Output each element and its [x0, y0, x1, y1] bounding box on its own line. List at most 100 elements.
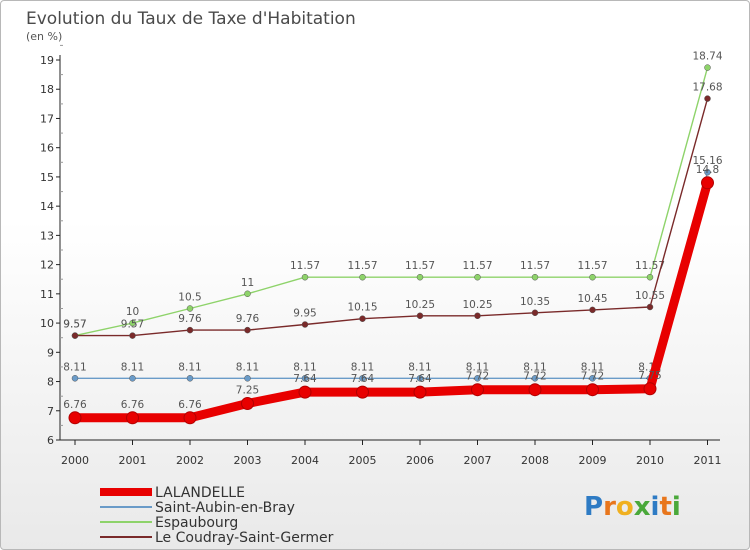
data-point	[474, 375, 481, 382]
data-label: 11.57	[405, 260, 435, 272]
legend-label-espaubourg: Espaubourg	[155, 515, 238, 531]
y-tick-label: 12	[40, 259, 54, 272]
x-tick-label: 2001	[119, 454, 147, 467]
data-point	[528, 383, 542, 397]
data-point	[301, 273, 309, 281]
legend-label-saint-aubin-en-bray: Saint-Aubin-en-Bray	[155, 500, 295, 516]
y-tick-label: 16	[40, 142, 54, 155]
y-tick-label: 10	[40, 317, 54, 330]
data-label: 17.68	[692, 82, 722, 94]
data-label: 8.11	[466, 361, 489, 373]
data-point	[413, 385, 427, 399]
data-label: 6.76	[178, 399, 202, 411]
data-label: 15.16	[692, 155, 722, 167]
data-point	[71, 375, 79, 382]
data-point	[129, 375, 136, 382]
data-label: 10.55	[635, 290, 665, 302]
data-label: 8.11	[121, 361, 144, 373]
data-label: 10	[126, 306, 139, 318]
data-point	[244, 375, 251, 382]
chart-subtitle: (en %)	[26, 30, 62, 43]
data-label: 8.11	[178, 361, 201, 373]
data-label: 7.72	[581, 371, 604, 383]
data-point	[356, 385, 369, 399]
data-label: 7.64	[408, 373, 432, 385]
data-label: 9.57	[121, 319, 144, 331]
series-line-saint-aubin-en-bray	[74, 171, 709, 379]
data-label: 7.64	[293, 373, 317, 385]
x-tick-label: 2002	[176, 454, 204, 467]
data-point	[701, 176, 714, 190]
data-point	[301, 321, 309, 328]
proxiti-logo: Proxiti	[584, 492, 681, 522]
y-tick-label: 17	[40, 112, 54, 125]
data-label: 11.57	[635, 260, 665, 272]
data-label: 11.57	[577, 260, 607, 272]
data-label: 7.72	[523, 371, 546, 383]
series-line-espaubourg	[74, 66, 709, 337]
data-point	[359, 273, 366, 281]
data-point	[474, 273, 481, 281]
x-tick-label: 2010	[636, 454, 664, 467]
x-tick-label: 2000	[61, 454, 89, 467]
data-point	[471, 383, 484, 397]
data-point	[589, 306, 596, 314]
data-point	[359, 315, 366, 322]
x-tick-label: 2006	[406, 454, 434, 467]
data-label: 6.76	[63, 399, 87, 411]
y-tick-label: 8	[47, 376, 54, 389]
x-tick-label: 2004	[291, 454, 319, 467]
data-point	[474, 312, 481, 320]
chart-title: Evolution du Taux de Taxe d'Habitation	[26, 9, 356, 29]
data-label: 9.95	[293, 308, 316, 320]
svg-text:Proxiti: Proxiti	[584, 492, 681, 522]
data-label: 6.76	[121, 399, 145, 411]
data-point	[643, 382, 657, 396]
y-tick-label: 19	[40, 54, 54, 67]
data-point	[241, 397, 254, 410]
data-label: 10.25	[405, 299, 435, 311]
data-point	[129, 332, 136, 339]
data-label: 9.57	[63, 319, 86, 331]
series-line-le-coudray-saint-germer	[74, 97, 709, 337]
data-point	[68, 411, 82, 425]
series-group: 8.11 8.11 8.11 8.11 8.11 8.11 8.11 8.11 8.11 8.11…	[63, 51, 723, 425]
data-label: 10.15	[347, 302, 377, 314]
y-tick-label: 15	[40, 171, 54, 184]
data-point	[531, 273, 539, 281]
data-point	[589, 375, 596, 382]
data-label: 10.25	[462, 299, 492, 311]
data-point	[531, 309, 539, 317]
data-point	[301, 375, 309, 382]
data-label: 8.11	[63, 361, 86, 373]
axes: 6 7 8 9 10 11 12 13 14 15 16 17 18 19 2000 2001 2002 2003…	[40, 44, 722, 467]
legend: LALANDELLESaint-Aubin-en-BrayEspaubourgL…	[100, 485, 334, 546]
series-line-lalandelle	[70, 178, 712, 423]
data-label: 7.75	[638, 370, 661, 382]
y-tick-label: 18	[40, 83, 54, 96]
y-tick-label: 14	[40, 200, 54, 213]
y-tick-label: 6	[47, 434, 54, 447]
data-point	[129, 319, 136, 327]
data-label: 9.76	[236, 313, 260, 325]
data-label: 9.57	[63, 319, 86, 331]
data-point	[186, 305, 194, 312]
data-point	[589, 273, 596, 281]
data-label: 10.45	[577, 293, 607, 305]
x-tick-label: 2008	[521, 454, 549, 467]
x-tick-label: 2007	[464, 454, 492, 467]
data-label: 11.57	[347, 260, 377, 272]
data-point	[244, 290, 251, 298]
data-point	[646, 273, 654, 281]
data-label: 10.35	[520, 296, 550, 308]
data-point	[298, 385, 312, 399]
data-label: 11.57	[520, 260, 550, 272]
data-label: 11	[241, 277, 254, 289]
data-point	[183, 411, 197, 425]
data-point	[186, 326, 194, 334]
data-label: 8.11	[523, 361, 546, 373]
data-point	[416, 375, 424, 382]
data-point	[126, 411, 139, 425]
